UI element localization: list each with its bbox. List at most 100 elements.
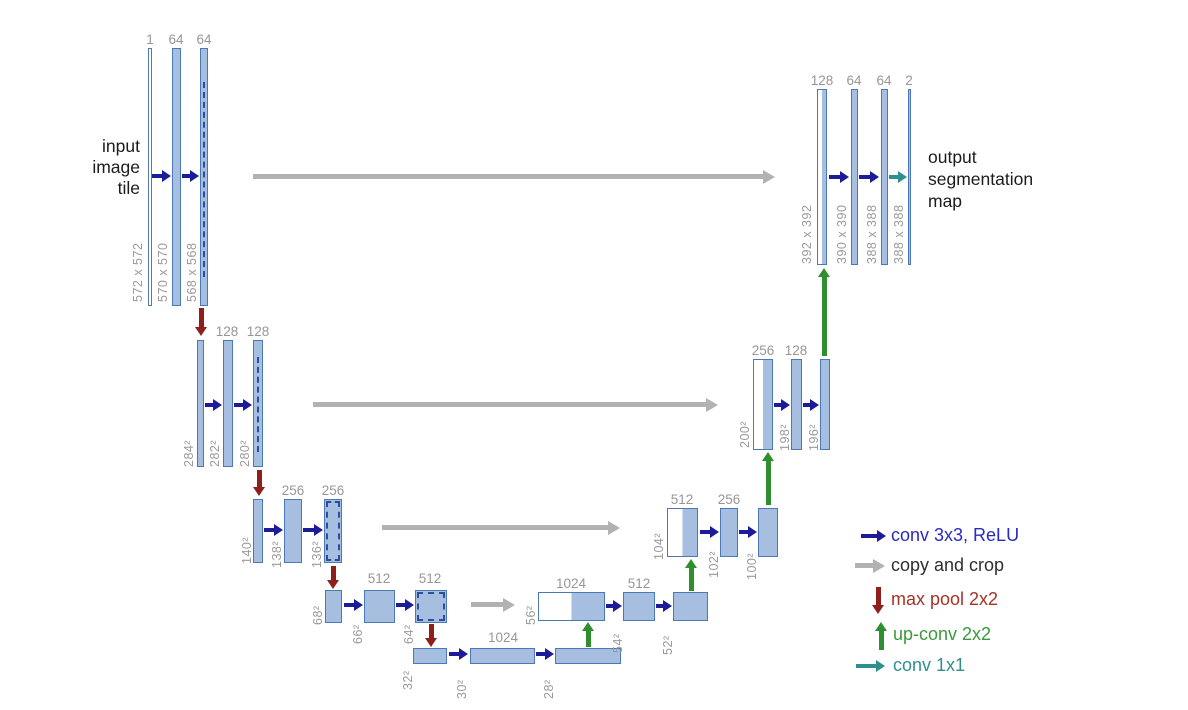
size-label: 140² <box>240 536 254 564</box>
upconv-arrow <box>685 559 698 591</box>
conv3x3-arrow <box>152 170 171 182</box>
upconv-arrow <box>762 452 775 505</box>
feature-map-28 <box>555 648 621 664</box>
channels-label: 128 <box>810 73 834 88</box>
channels-label: 128 <box>246 324 270 339</box>
channels-label: 1 <box>146 32 154 47</box>
size-label: 572 x 572 <box>131 242 145 302</box>
legend-upconv-label: up-conv 2x2 <box>893 624 992 644</box>
size-label: 284² <box>182 439 196 467</box>
conv3x3-arrow <box>656 600 672 612</box>
feature-map-136 <box>324 499 342 563</box>
feature-map-138 <box>284 499 302 563</box>
crop-region-outline <box>417 592 445 621</box>
feature-map-140 <box>253 499 263 563</box>
channels-label: 512 <box>627 576 651 591</box>
channels-label: 64 <box>196 32 212 47</box>
crop-region-outline <box>326 501 340 561</box>
legend-upconv-arrow-icon <box>875 622 888 650</box>
conv3x3-arrow <box>182 170 199 182</box>
channels-label: 256 <box>717 492 741 507</box>
input-label-line3: tile <box>117 178 140 198</box>
channels-label: 1024 <box>555 576 587 591</box>
copy-crop-arrow <box>471 597 515 612</box>
conv3x3-arrow <box>606 600 622 612</box>
conv3x3-arrow <box>829 171 849 183</box>
feature-map-66 <box>364 590 395 623</box>
size-label: 30² <box>455 679 469 699</box>
maxpool-arrow <box>327 566 340 589</box>
channels-label: 512 <box>367 571 391 586</box>
feature-map-280 <box>253 340 263 467</box>
upconv-arrow <box>582 622 595 647</box>
channels-label: 64 <box>876 73 892 88</box>
channels-label: 512 <box>670 492 694 507</box>
size-label: 28² <box>542 679 556 699</box>
conv3x3-arrow <box>344 599 363 611</box>
output-label-line2: segmentation <box>928 169 1034 189</box>
channels-label: 256 <box>281 483 305 498</box>
size-label: 32² <box>401 670 415 690</box>
size-label: 388 x 388 <box>892 204 906 264</box>
conv3x3-arrow <box>739 526 757 538</box>
size-label: 280² <box>238 439 252 467</box>
feature-map-52 <box>673 592 708 621</box>
feature-map-570 <box>172 48 181 306</box>
feature-map-54 <box>623 592 655 621</box>
input-label-line2: image <box>92 157 140 177</box>
feature-map-100 <box>758 508 778 557</box>
channels-label: 256 <box>321 483 345 498</box>
size-label: 282² <box>208 439 222 467</box>
crop-region-line <box>203 82 205 277</box>
size-label: 388 x 388 <box>865 204 879 264</box>
size-label: 56² <box>524 605 538 625</box>
conv3x3-arrow <box>264 524 283 536</box>
copy-crop-arrow <box>313 397 718 412</box>
feature-map-568 <box>200 48 208 306</box>
feature-map-392-concat <box>817 89 827 265</box>
feature-map-200-concat <box>753 359 773 450</box>
feature-map-196 <box>820 359 830 450</box>
feature-map-390 <box>851 89 858 265</box>
maxpool-arrow <box>253 470 266 496</box>
conv3x3-arrow <box>396 599 414 611</box>
size-label: 200² <box>738 420 752 448</box>
output-label-line3: map <box>928 191 963 211</box>
channels-label: 128 <box>215 324 239 339</box>
conv1x1-arrow <box>889 171 907 183</box>
legend-maxpool-label: max pool 2x2 <box>891 589 999 609</box>
conv3x3-arrow <box>234 399 252 411</box>
conv3x3-arrow <box>803 399 819 411</box>
legend-conv3x3-arrow-icon <box>861 530 886 542</box>
channels-label: 2 <box>905 73 913 88</box>
size-label: 100² <box>745 552 759 580</box>
size-label: 390 x 390 <box>835 204 849 264</box>
feature-map-284 <box>197 340 204 467</box>
maxpool-arrow <box>195 308 208 336</box>
output-label-line1: output <box>928 147 977 167</box>
conv3x3-arrow <box>536 648 554 660</box>
feature-map-198 <box>791 359 802 450</box>
conv3x3-arrow <box>303 524 323 536</box>
feature-map-104-concat <box>667 508 698 557</box>
feature-map-32 <box>413 648 447 664</box>
legend-copy-crop-arrow-icon <box>855 558 885 573</box>
size-label: 52² <box>661 635 675 655</box>
channels-label: 128 <box>784 343 808 358</box>
size-label: 66² <box>351 624 365 644</box>
legend-conv1x1-arrow-icon <box>856 660 885 672</box>
input-image-tile-label: input image tile <box>62 136 140 199</box>
conv3x3-arrow <box>859 171 879 183</box>
feature-map-388 <box>881 89 888 265</box>
conv3x3-arrow <box>700 526 719 538</box>
feature-map-64 <box>415 590 447 623</box>
maxpool-arrow <box>425 624 438 647</box>
upconv-arrow <box>818 268 831 356</box>
copy-crop-arrow <box>253 169 775 184</box>
size-label: 392 x 392 <box>800 204 814 264</box>
copy-crop-arrow <box>382 520 620 535</box>
channels-label: 512 <box>418 571 442 586</box>
legend-copy-crop-label: copy and crop <box>891 555 1005 575</box>
size-label: 68² <box>311 605 325 625</box>
legend-conv3x3-label: conv 3x3, ReLU <box>891 525 1020 545</box>
